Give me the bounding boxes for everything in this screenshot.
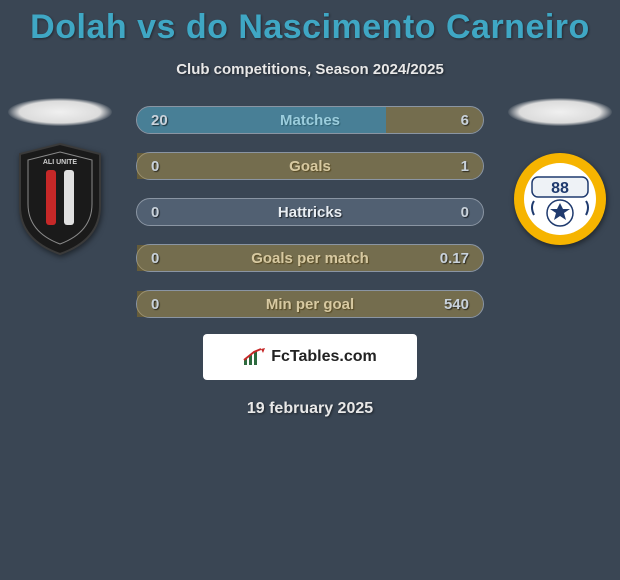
comparison-row: ALI UNITE 20 Matches 6 0 Goals 1 [0, 106, 620, 318]
stat-fill-left [137, 107, 386, 133]
stat-right-value: 0.17 [440, 250, 469, 267]
team-right-logo: 88 [510, 140, 610, 258]
chart-icon [243, 348, 265, 366]
stat-label: Hattricks [278, 204, 342, 221]
stat-left-value: 20 [151, 112, 168, 129]
stat-right-value: 6 [461, 112, 469, 129]
team-left-logo: ALI UNITE [10, 140, 110, 258]
stat-right-value: 1 [461, 158, 469, 175]
stat-row-hattricks: 0 Hattricks 0 [136, 198, 484, 226]
player-silhouette-left [8, 98, 112, 126]
stat-left-value: 0 [151, 250, 159, 267]
stat-left-value: 0 [151, 296, 159, 313]
brand-text: FcTables.com [271, 348, 377, 366]
page-title: Dolah vs do Nascimento Carneiro [30, 8, 590, 47]
stat-left-value: 0 [151, 204, 159, 221]
stat-row-goals: 0 Goals 1 [136, 152, 484, 180]
svg-text:88: 88 [551, 180, 569, 197]
comparison-card: Dolah vs do Nascimento Carneiro Club com… [0, 0, 620, 418]
stat-fill-right [137, 153, 483, 179]
stat-left-value: 0 [151, 158, 159, 175]
stat-row-matches: 20 Matches 6 [136, 106, 484, 134]
stat-right-value: 540 [444, 296, 469, 313]
date-label: 19 february 2025 [247, 400, 373, 418]
team-right-slot: 88 [508, 98, 612, 258]
brand-badge[interactable]: FcTables.com [203, 334, 417, 380]
stat-right-value: 0 [461, 204, 469, 221]
svg-text:ALI UNITE: ALI UNITE [43, 159, 78, 166]
stat-row-mpg: 0 Min per goal 540 [136, 290, 484, 318]
stat-fill-right [137, 245, 483, 271]
player-silhouette-right [508, 98, 612, 126]
page-subtitle: Club competitions, Season 2024/2025 [176, 61, 444, 78]
stat-fill-right [137, 291, 483, 317]
stat-row-gpm: 0 Goals per match 0.17 [136, 244, 484, 272]
team-left-slot: ALI UNITE [8, 98, 112, 258]
